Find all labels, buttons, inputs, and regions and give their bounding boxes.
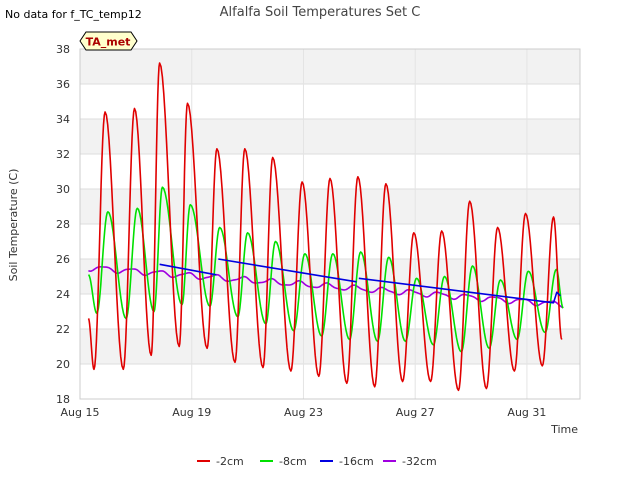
y-tick-label: 36 <box>56 78 70 91</box>
series-line <box>87 62 563 392</box>
x-tick-label: Aug 19 <box>172 406 211 419</box>
band <box>80 49 580 84</box>
legend-item: -8cm <box>260 455 307 468</box>
y-tick-label: 28 <box>56 218 70 231</box>
y-tick-label: 30 <box>56 183 70 196</box>
legend: -2cm -8cm -16cm -32cm <box>197 455 437 468</box>
x-tick-label: Aug 23 <box>284 406 323 419</box>
y-tick-label: 24 <box>56 288 70 301</box>
series-line <box>88 266 564 309</box>
y-tick-label: 20 <box>56 358 70 371</box>
series-line-segment <box>159 263 217 276</box>
legend-item: -2cm <box>197 455 244 468</box>
y-tick-label: 34 <box>56 113 70 126</box>
x-tick-label: Aug 15 <box>61 406 100 419</box>
y-axis-label: Soil Temperature (C) <box>7 169 20 282</box>
legend-label: -32cm <box>402 455 437 468</box>
legend-label: -16cm <box>339 455 374 468</box>
y-axis-ticks: 18 20 22 24 26 28 30 32 34 36 38 <box>56 43 70 406</box>
band <box>80 119 580 154</box>
x-axis-ticks: Aug 15 Aug 19 Aug 23 Aug 27 Aug 31 <box>61 406 547 419</box>
chart-title: Alfalfa Soil Temperatures Set C <box>220 5 421 20</box>
ta-met-badge-label: TA_met <box>86 36 131 49</box>
legend-label: -8cm <box>279 455 307 468</box>
series-neg16cm <box>159 258 561 304</box>
y-tick-label: 38 <box>56 43 70 56</box>
x-tick-label: Aug 31 <box>507 406 546 419</box>
legend-label: -2cm <box>216 455 244 468</box>
series-layer <box>87 62 564 392</box>
series-line-segment <box>218 258 357 283</box>
series-line-segment <box>358 277 561 304</box>
legend-item: -32cm <box>383 455 437 468</box>
legend-item: -16cm <box>320 455 374 468</box>
x-axis-label: Time <box>550 423 578 436</box>
y-tick-label: 18 <box>56 393 70 406</box>
ta-met-badge: TA_met <box>79 31 138 51</box>
y-tick-label: 22 <box>56 323 70 336</box>
series-neg32cm <box>88 266 564 309</box>
plot-frame <box>79 48 581 400</box>
x-tick-label: Aug 27 <box>396 406 435 419</box>
no-data-note: No data for f_TC_temp12 <box>5 8 142 21</box>
series-neg2cm <box>87 62 563 392</box>
y-tick-label: 26 <box>56 253 70 266</box>
band <box>80 329 580 364</box>
background-bands <box>80 49 580 364</box>
band <box>80 189 580 224</box>
y-tick-label: 32 <box>56 148 70 161</box>
